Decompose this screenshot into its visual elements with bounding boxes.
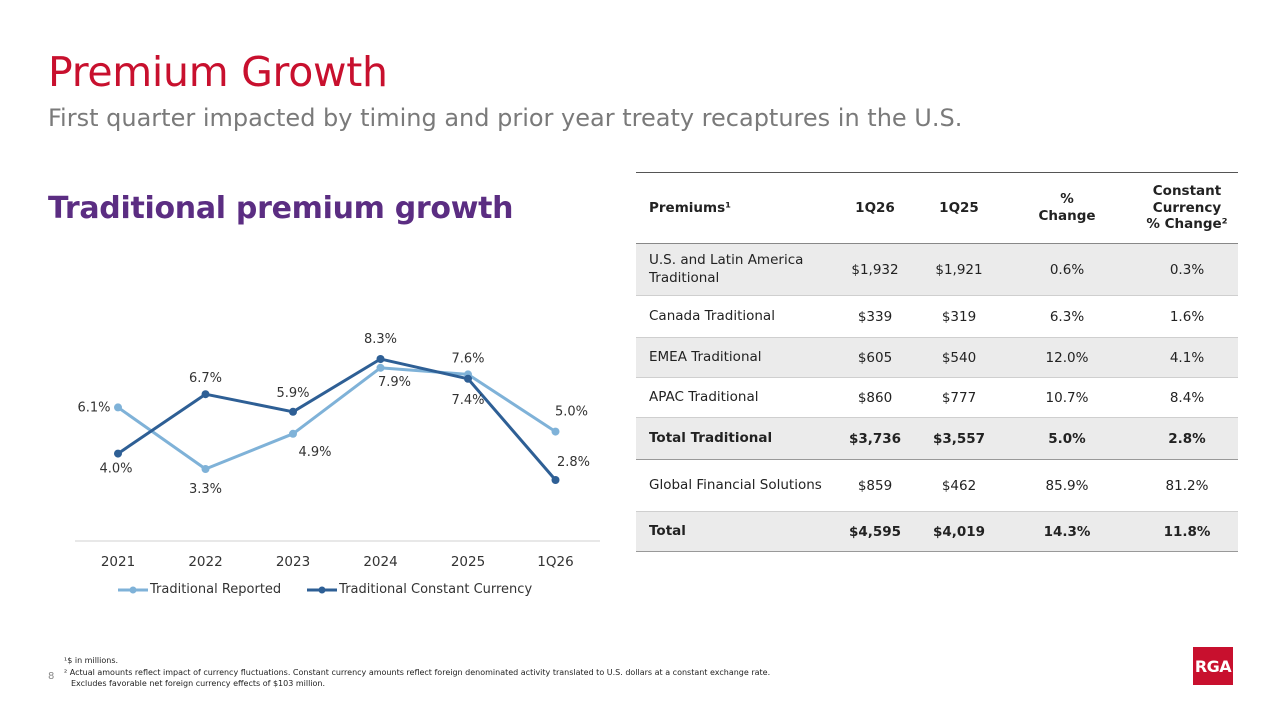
x-tick-label: 2023 [276,554,310,570]
table-cell: $1,932 [830,243,920,296]
data-label: 7.9% [378,375,411,390]
table-cell: Total [636,511,830,552]
table-cell: $339 [830,295,920,338]
data-point [114,403,122,412]
data-label: 2.8% [557,455,590,470]
data-label: 3.3% [189,482,222,497]
premiums-table: Premiums¹ 1Q26 1Q25 % Change Constant Cu… [636,172,1238,552]
legend-label-reported: Traditional Reported [150,582,282,597]
table-cell: 85.9% [998,459,1136,512]
x-tick-label: 2021 [101,554,135,570]
x-tick-label: 2022 [188,554,222,570]
table-row: APAC Traditional $860 $777 10.7% 8.4% [636,377,1238,418]
table-cell: 0.6% [998,243,1136,296]
data-label: 8.3% [364,332,397,347]
legend-item-constant: Traditional Constant Currency [307,582,532,597]
table-cell: $3,557 [920,417,998,460]
data-label: 7.4% [451,393,484,408]
data-point [376,363,385,372]
table-cell: $540 [920,337,998,378]
data-point [464,374,472,383]
table-cell: 4.1% [1136,337,1238,378]
data-point [114,449,122,458]
data-point [201,465,210,473]
footnote-1: ¹$ in millions. [64,656,119,665]
x-tick-label: 1Q26 [537,554,573,570]
table-cell: $859 [830,459,920,512]
table-cell: $4,595 [830,511,920,552]
table-cell: 5.0% [998,417,1136,460]
table-cell: Global Financial Solutions [636,459,830,512]
table-cell: 2.8% [1136,417,1238,460]
data-label: 4.0% [99,462,132,477]
data-point [289,429,297,438]
premium-growth-line-chart: 2021 2022 2023 2024 2025 1Q26 6.1% 3.3% 4.9% 7.9%… [75,332,600,570]
table-cell: 12.0% [998,337,1136,378]
header-1q26: 1Q26 [830,172,920,244]
data-point [201,390,210,399]
table-row: EMEA Traditional $605 $540 12.0% 4.1% [636,337,1238,378]
table-cell: Canada Traditional [636,295,830,338]
table-cell: 8.4% [1136,377,1238,418]
chart-legend: Traditional Reported Traditional Constan… [118,582,532,597]
table-cell: $777 [920,377,998,418]
section-title: Traditional premium growth [48,191,514,226]
legend-item-reported: Traditional Reported [118,582,281,597]
table-cell: 6.3% [998,295,1136,338]
legend-label-constant: Traditional Constant Currency [339,582,533,597]
data-label: 7.6% [451,351,484,366]
table-cell: $1,921 [920,243,998,296]
footnote-2-cont: Excludes favorable net foreign currency … [71,679,326,689]
header-pct-change: % Change [998,172,1136,244]
table-cell: $462 [920,459,998,512]
table-cell: 81.2% [1136,459,1238,512]
rga-logo: RGA [1193,647,1233,685]
table-cell: $319 [920,295,998,338]
data-point [551,476,560,484]
data-label: 4.9% [298,445,331,460]
data-label: 5.0% [555,405,588,420]
header-constant-currency: Constant Currency % Change² [1136,172,1238,244]
table-cell: Total Traditional [636,417,830,460]
legend-swatch-reported-icon [118,586,148,593]
table-row: Canada Traditional $339 $319 6.3% 1.6% [636,295,1238,338]
legend-swatch-constant-icon [307,586,338,593]
data-label: 5.9% [276,386,309,401]
footnote-2: ² Actual amounts reflect impact of curre… [64,667,771,677]
table-row: Total Traditional $3,736 $3,557 5.0% 2.8% [636,417,1238,460]
x-tick-label: 2025 [451,554,485,570]
table-cell: 0.3% [1136,243,1238,296]
data-label: 6.7% [189,371,222,386]
table-cell: 11.8% [1136,511,1238,552]
table-cell: $3,736 [830,417,920,460]
series-line-1 [117,357,557,481]
table-header-row: Premiums¹ 1Q26 1Q25 % Change Constant Cu… [636,172,1238,244]
table-cell: $605 [830,337,920,378]
data-label: 6.1% [77,400,110,415]
data-point [376,355,385,363]
page-title: Premium Growth [48,48,388,96]
footnotes: ¹$ in millions. ² Actual amounts reflect… [64,655,770,690]
table-cell: 10.7% [998,377,1136,418]
table-cell: EMEA Traditional [636,337,830,378]
header-1q25: 1Q25 [920,172,998,244]
table-cell: APAC Traditional [636,377,830,418]
page-number: 8 [48,671,55,682]
table-cell: U.S. and Latin America Traditional [636,243,830,296]
table-cell: 1.6% [1136,295,1238,338]
x-tick-label: 2024 [363,554,397,570]
table-row: Global Financial Solutions $859 $462 85.9% 8… [636,459,1238,512]
table-row: Total $4,595 $4,019 14.3% 11.8% [636,511,1238,552]
table-cell: 14.3% [998,511,1136,552]
page-subtitle: First quarter impacted by timing and pri… [48,104,963,132]
table-cell: $4,019 [920,511,998,552]
data-point [289,407,297,416]
series-line-0 [117,366,557,471]
table-cell: $860 [830,377,920,418]
header-premiums: Premiums¹ [636,172,830,244]
data-point [551,427,560,436]
table-row: U.S. and Latin America Traditional $1,932… [636,243,1238,296]
